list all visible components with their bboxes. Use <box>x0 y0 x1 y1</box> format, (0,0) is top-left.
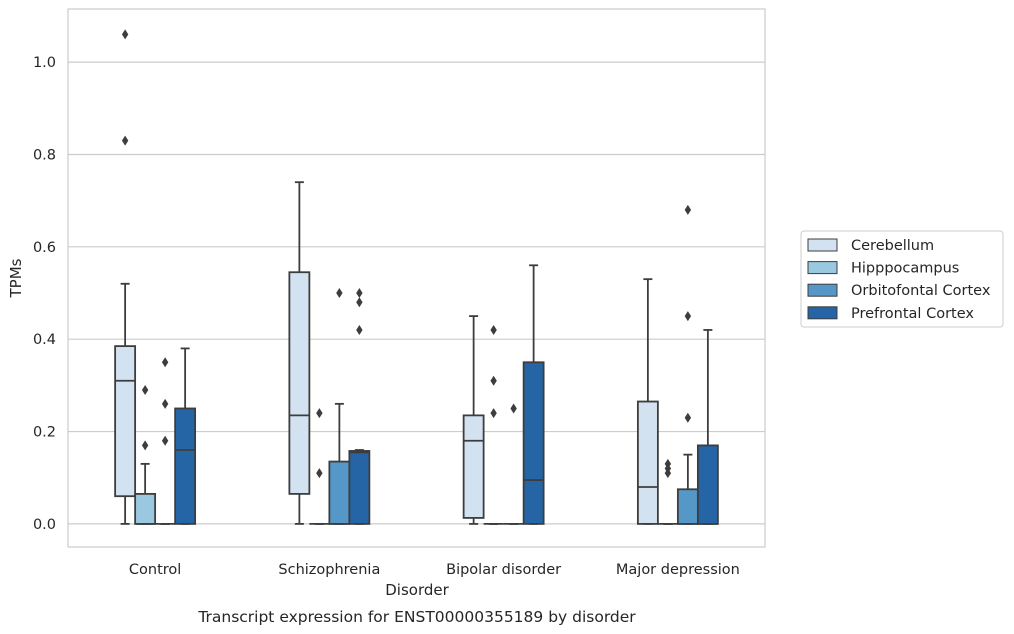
box-group <box>696 329 719 525</box>
x-tick-label: Major depression <box>616 562 740 578</box>
box <box>522 361 545 525</box>
grid-lines <box>68 61 765 525</box>
legend-swatch <box>807 261 838 275</box>
legend-label: Prefrontal Cortex <box>851 306 974 322</box>
box-group <box>328 288 351 525</box>
outlier-point <box>336 288 343 299</box>
x-axis-label: Disorder <box>385 581 449 599</box>
legend-swatch <box>807 306 838 320</box>
box-group <box>657 458 678 525</box>
outlier-point <box>490 324 497 335</box>
legend-label: Hipppocampus <box>851 261 959 277</box>
outlier-point <box>316 408 323 419</box>
box-group <box>288 181 311 525</box>
box-group <box>462 315 485 525</box>
box-group <box>114 29 137 525</box>
box-group <box>676 204 699 525</box>
box-group <box>155 357 176 525</box>
box <box>636 400 659 525</box>
box-group <box>636 278 659 525</box>
x-tick-label: Control <box>129 562 181 578</box>
legend-swatch <box>807 238 838 252</box>
outlier-point <box>490 375 497 386</box>
outlier-point <box>510 403 517 414</box>
box <box>174 407 197 525</box>
box <box>134 492 157 525</box>
legend-label: Cerebellum <box>851 238 934 254</box>
outlier-point <box>161 357 169 368</box>
legend-frame <box>800 230 1004 328</box>
box-group <box>522 264 545 525</box>
box <box>696 444 719 525</box>
box <box>328 460 351 525</box>
y-tick-label: 1.0 <box>33 55 56 71</box>
y-tick-label: 0.2 <box>33 425 56 441</box>
box-group <box>348 288 371 525</box>
legend-label: Orbitofontal Cortex <box>851 283 991 299</box>
x-tick-label: Schizophrenia <box>278 562 380 578</box>
outlier-point <box>356 288 363 299</box>
y-axis-ticks: 0.0 0.2 0.4 0.6 0.8 1.0 <box>33 55 56 533</box>
y-tick-label: 0.4 <box>33 332 56 348</box>
box-group <box>309 408 330 525</box>
y-tick-label: 0.0 <box>33 517 56 533</box>
box-series <box>114 29 719 525</box>
y-axis-label: TPMs <box>7 258 25 298</box>
outlier-point <box>684 412 692 423</box>
outlier-point <box>161 435 169 446</box>
box <box>114 345 137 498</box>
outlier-point <box>121 29 129 40</box>
outlier-point <box>684 311 692 322</box>
box <box>348 450 371 525</box>
outlier-point <box>316 468 323 479</box>
plot-frame <box>67 8 766 548</box>
outlier-point <box>141 384 149 395</box>
outlier-point <box>141 440 149 451</box>
box-group <box>134 384 157 525</box>
box-group <box>503 403 524 525</box>
outlier-point <box>356 324 363 335</box>
box <box>676 488 699 525</box>
box <box>462 414 485 519</box>
outlier-point <box>664 468 672 479</box>
outlier-point <box>490 408 497 419</box>
box-group <box>483 324 504 525</box>
legend-swatch <box>807 283 838 297</box>
x-tick-label: Bipolar disorder <box>446 562 561 578</box>
chart-caption: Transcript expression for ENST0000035518… <box>197 608 636 626</box>
outlier-point <box>684 204 692 215</box>
outlier-point <box>161 398 169 409</box>
x-axis-ticks: Control Schizophrenia Bipolar disorder Majo… <box>129 562 740 578</box>
outlier-point <box>356 297 363 308</box>
y-tick-label: 0.8 <box>33 147 56 163</box>
box <box>288 271 311 495</box>
legend: Cerebellum Hipppocampus Orbitofontal Corte… <box>800 230 1004 328</box>
box-group <box>174 347 197 525</box>
y-tick-label: 0.6 <box>33 240 56 256</box>
outlier-point <box>121 135 129 146</box>
